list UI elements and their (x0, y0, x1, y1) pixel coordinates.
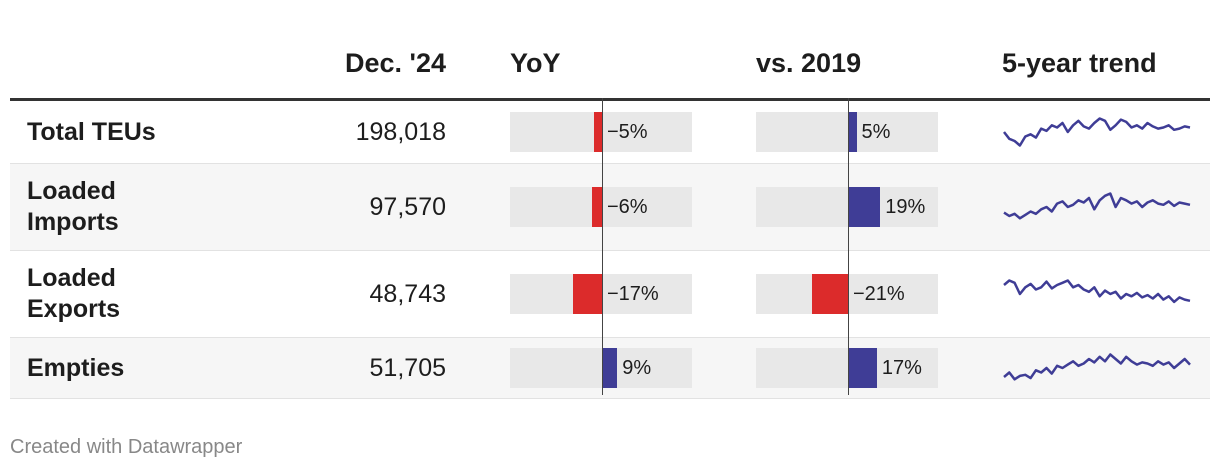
credit-text: Created with Datawrapper (10, 436, 243, 458)
header-5-year-trend: 5-year trend (1002, 48, 1157, 78)
table-row: Empties 51,705 9% 17% (10, 338, 1210, 399)
header-dec-24: Dec. '24 (345, 48, 446, 78)
table-row: Loaded Imports 97,570 −6% 19% (10, 164, 1210, 251)
row-value: 48,743 (369, 280, 446, 308)
yoy-bar-label: 9% (622, 357, 652, 379)
yoy-bar-background: −6% (510, 187, 692, 227)
table-row: Loaded Exports 48,743 −17% −21% (10, 251, 1210, 338)
yoy-bar-label: −6% (607, 196, 648, 218)
data-table: Dec. '24 YoY vs. 2019 5-year trend Total… (10, 38, 1210, 399)
trend-sparkline (1003, 117, 1191, 147)
vs2019-bar (848, 187, 881, 227)
trend-line (1003, 117, 1191, 147)
yoy-zero-line (602, 98, 603, 395)
table-header: Dec. '24 YoY vs. 2019 5-year trend (10, 38, 1210, 101)
trend-line (1003, 279, 1191, 304)
vs2019-bar (848, 348, 877, 388)
trend-sparkline (1003, 192, 1191, 220)
vs2019-bar (812, 274, 848, 314)
row-label: Loaded Imports (27, 177, 119, 236)
header-yoy: YoY (510, 48, 561, 78)
table-row: Total TEUs 198,018 −5% 5% (10, 101, 1210, 164)
trend-line (1003, 192, 1191, 220)
vs2019-bar-background: 19% (756, 187, 938, 227)
header-vs-2019: vs. 2019 (756, 48, 862, 78)
yoy-bar-background: −5% (510, 112, 692, 152)
yoy-bar (602, 348, 618, 388)
table-body: Total TEUs 198,018 −5% 5% Loaded Imports 97,5… (10, 101, 1210, 399)
vs2019-bar-label: 5% (861, 121, 891, 143)
yoy-bar (573, 274, 602, 314)
yoy-bar-label: −5% (607, 121, 648, 143)
trend-sparkline (1003, 353, 1191, 381)
yoy-bar (593, 112, 602, 152)
row-label: Total TEUs (27, 117, 156, 146)
vs-2019-zero-line (848, 98, 849, 395)
trend-sparkline (1003, 279, 1191, 304)
row-value: 51,705 (369, 354, 446, 382)
yoy-bar-label: −17% (607, 283, 659, 305)
vs2019-bar-label: 19% (885, 196, 926, 218)
yoy-bar-background: −17% (510, 274, 692, 314)
vs2019-bar-background: 5% (756, 112, 938, 152)
row-value: 198,018 (355, 118, 446, 146)
yoy-bar (591, 187, 602, 227)
vs2019-bar-background: 17% (756, 348, 938, 388)
vs2019-bar (848, 112, 857, 152)
trend-line (1003, 353, 1191, 381)
vs2019-bar-background: −21% (756, 274, 938, 314)
vs2019-bar-label: 17% (881, 357, 922, 379)
row-label: Loaded Exports (27, 264, 121, 323)
vs2019-bar-label: −21% (853, 283, 905, 305)
yoy-bar-background: 9% (510, 348, 692, 388)
row-value: 97,570 (369, 193, 446, 221)
row-label: Empties (27, 353, 125, 382)
